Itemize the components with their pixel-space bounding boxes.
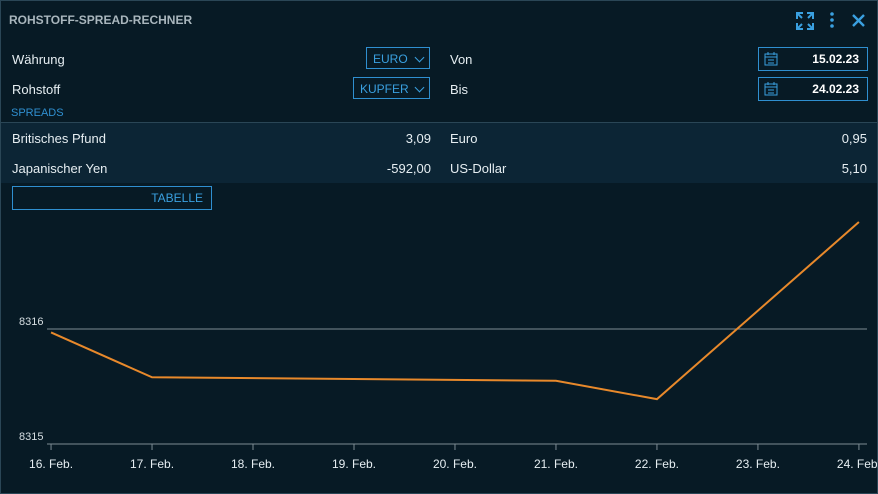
from-date-input[interactable]: 15.02.23 <box>758 47 868 71</box>
currency-label: Währung <box>12 52 65 67</box>
chart: 8315 8316 16. Feb. 17. Feb. 18. Feb. 19. Feb.… <box>19 221 877 471</box>
to-date: 24.02.23 <box>812 82 859 96</box>
calendar-icon <box>764 82 778 96</box>
x-tick-label: 24. Feb. <box>837 457 877 471</box>
expand-icon[interactable] <box>796 12 814 30</box>
data-line <box>50 221 860 401</box>
commodity-dropdown[interactable]: KUPFER <box>353 77 430 99</box>
from-label: Von <box>450 52 473 67</box>
spread-value: 3,09 <box>405 131 431 146</box>
spread-value: 5,10 <box>841 161 867 176</box>
spreads-table <box>1 122 877 183</box>
y-tick-label: 8316 <box>19 316 43 328</box>
section-title: SPREADS <box>11 107 64 119</box>
x-tick-label: 22. Feb. <box>635 457 679 471</box>
x-tick-label: 17. Feb. <box>130 457 174 471</box>
x-tick-label: 18. Feb. <box>231 457 275 471</box>
menu-icon[interactable] <box>830 12 834 28</box>
y-tick-label: 8315 <box>19 431 43 443</box>
spread-name: Britisches Pfund <box>12 131 106 146</box>
x-tick-label: 19. Feb. <box>332 457 376 471</box>
commodity-label: Rohstoff <box>12 82 61 97</box>
to-label: Bis <box>450 82 469 97</box>
table-button[interactable]: TABELLE <box>12 186 212 210</box>
x-tick-label: 21. Feb. <box>534 457 578 471</box>
to-date-input[interactable]: 24.02.23 <box>758 77 868 101</box>
spread-name: Euro <box>450 131 478 146</box>
window-title: ROHSTOFF-SPREAD-RECHNER <box>9 13 193 27</box>
spread-name: Japanischer Yen <box>12 161 108 176</box>
window-controls <box>796 12 865 30</box>
x-tick-label: 16. Feb. <box>29 457 73 471</box>
currency-dropdown[interactable]: EURO <box>366 47 430 69</box>
from-date: 15.02.23 <box>812 52 859 66</box>
close-icon[interactable] <box>852 14 865 27</box>
x-tick-label: 23. Feb. <box>736 457 780 471</box>
spread-name: US-Dollar <box>450 161 507 176</box>
calendar-icon <box>764 52 778 66</box>
spread-value: 0,95 <box>841 131 867 146</box>
spread-value: -592,00 <box>386 161 431 176</box>
x-tick-label: 20. Feb. <box>433 457 477 471</box>
